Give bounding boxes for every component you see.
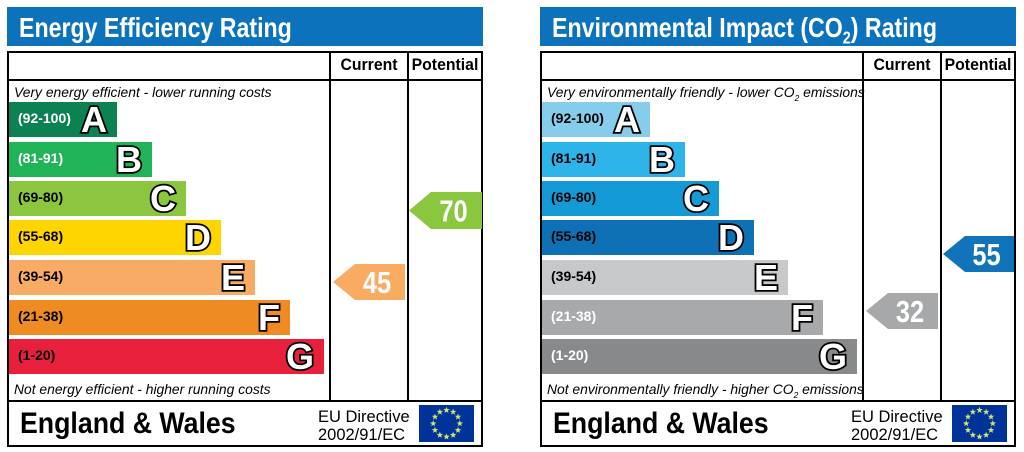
svg-text:F: F xyxy=(258,297,280,338)
svg-text:E: E xyxy=(754,257,778,298)
svg-text:G: G xyxy=(819,336,847,377)
svg-text:F: F xyxy=(791,297,813,338)
svg-text:70: 70 xyxy=(439,194,467,229)
svg-text:32: 32 xyxy=(896,295,924,329)
svg-text:D: D xyxy=(718,217,744,258)
svg-text:D: D xyxy=(185,217,211,258)
svg-text:45: 45 xyxy=(363,266,391,300)
svg-text:C: C xyxy=(150,178,176,219)
svg-text:E: E xyxy=(221,257,245,298)
svg-text:G: G xyxy=(286,336,314,377)
svg-text:B: B xyxy=(649,139,675,180)
svg-text:B: B xyxy=(116,139,142,180)
svg-text:C: C xyxy=(683,178,709,219)
svg-text:A: A xyxy=(614,99,640,140)
svg-text:A: A xyxy=(81,99,107,140)
svg-text:55: 55 xyxy=(972,238,1000,272)
